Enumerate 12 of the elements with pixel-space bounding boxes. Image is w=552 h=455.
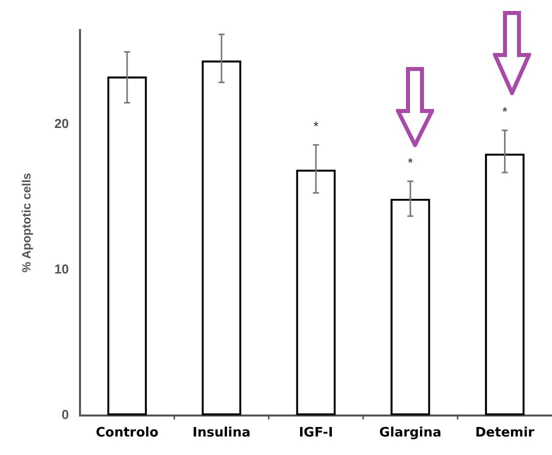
x-tick-label: IGF-I: [298, 426, 334, 441]
y-axis-title: % Apoptotic cells: [20, 172, 34, 272]
annotation: *: [408, 156, 414, 170]
x-tick-label: Controlo: [96, 426, 158, 441]
x-tick-label: Glargina: [379, 426, 442, 441]
y-tick-label: 20: [54, 116, 69, 132]
x-tick-label: Detemir: [475, 426, 535, 441]
x-tick-label: Insulina: [192, 426, 251, 441]
annotation: *: [502, 104, 508, 119]
annotation: *: [314, 119, 319, 134]
y-tick-label: 10: [54, 262, 69, 277]
y-tick-label: 0: [62, 406, 69, 422]
